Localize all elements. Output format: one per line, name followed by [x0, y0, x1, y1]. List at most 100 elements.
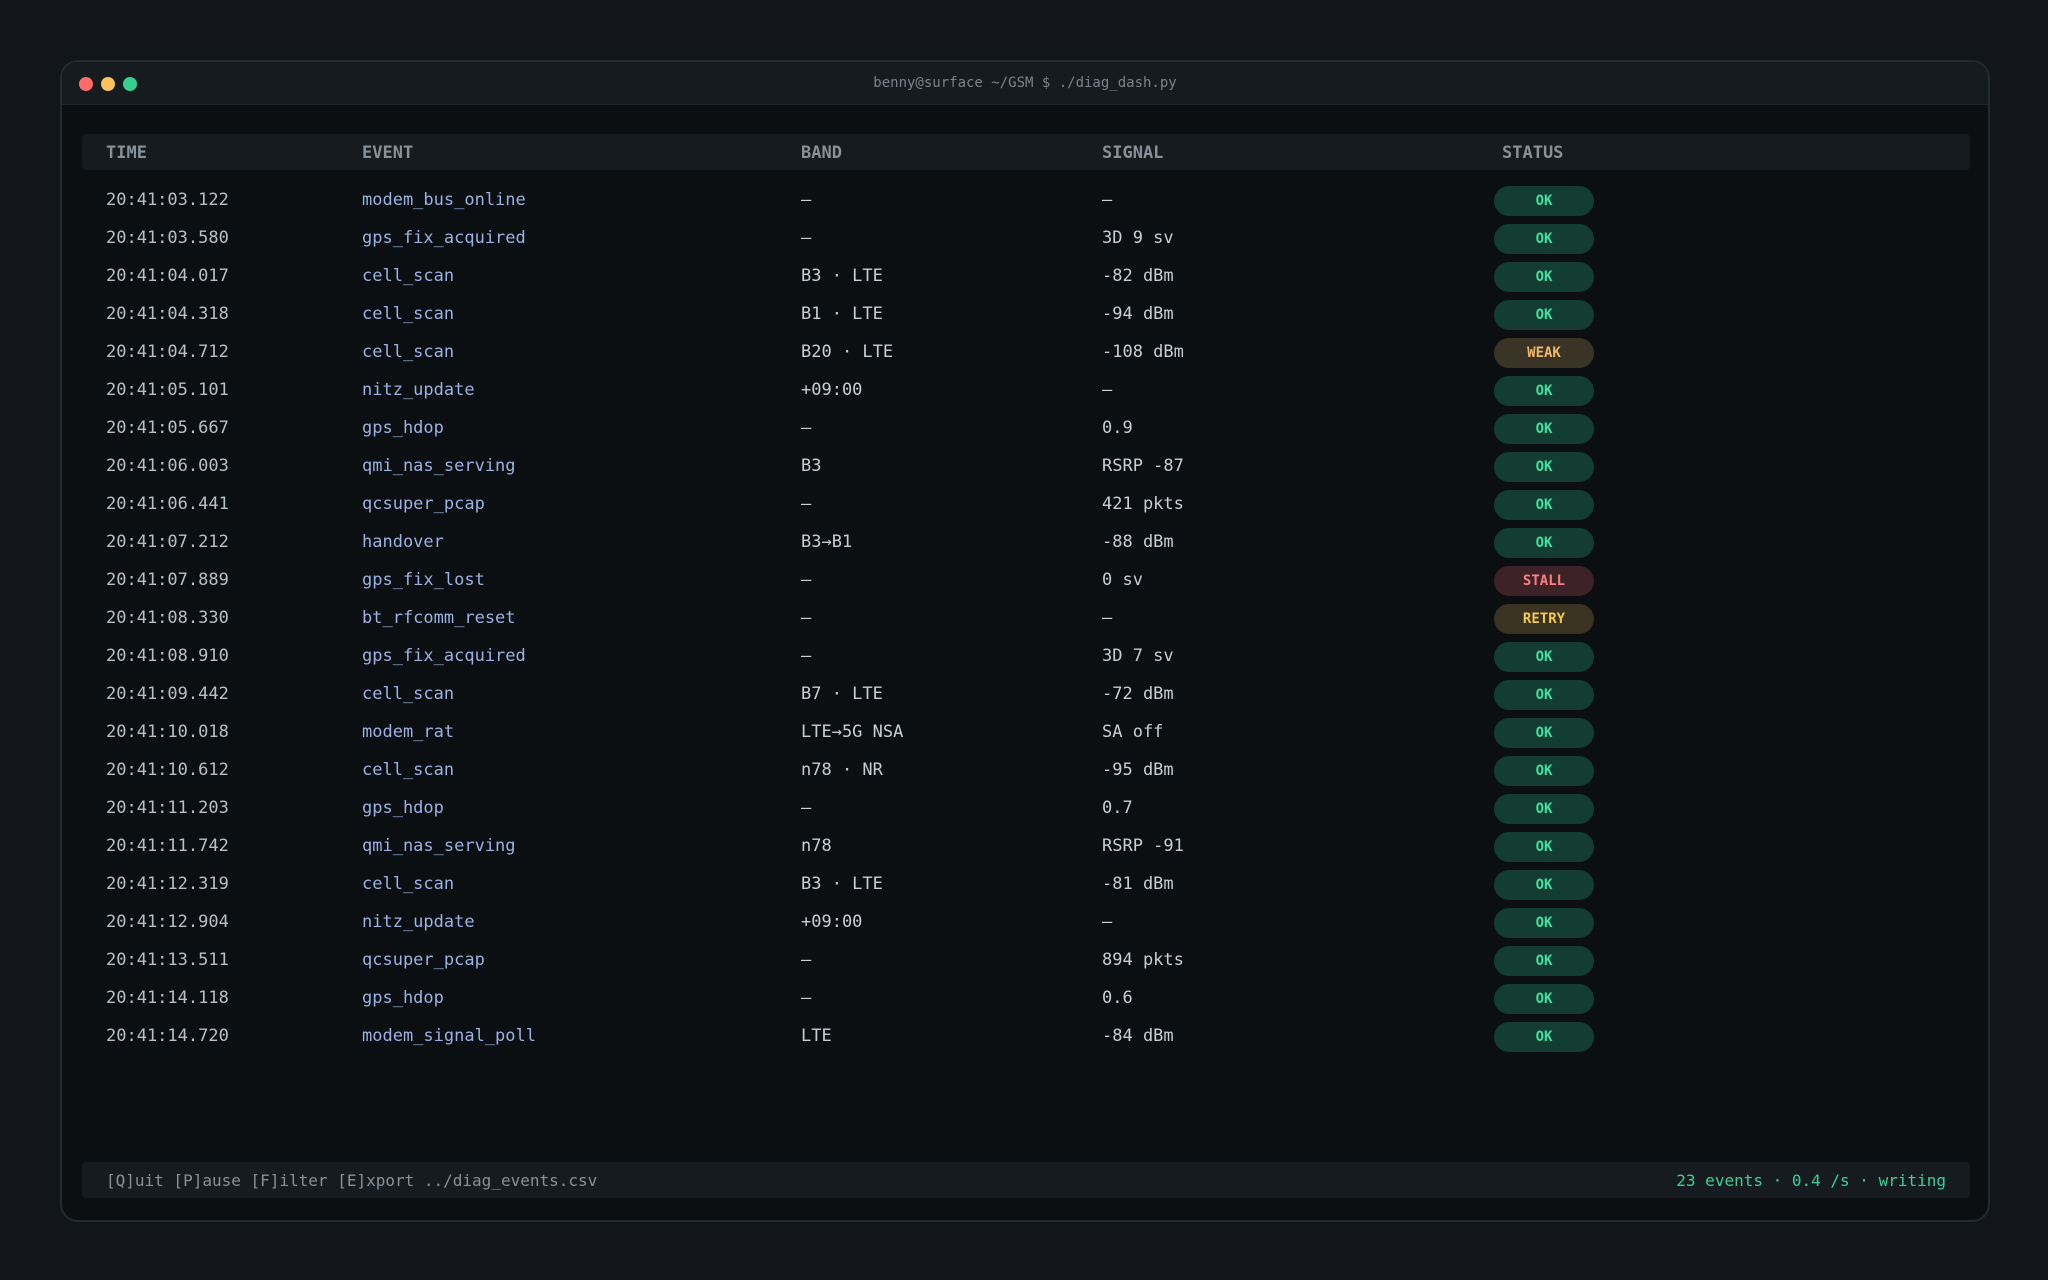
table-row: 20:41:08.910 gps_fix_acquired — 3D 7 sv OK [62, 638, 1988, 676]
cell-event: gps_hdop [362, 988, 444, 1008]
table-row: 20:41:11.203 gps_hdop — 0.7 OK [62, 790, 1988, 828]
cell-event: cell_scan [362, 266, 455, 286]
table-row: 20:41:03.580 gps_fix_acquired — 3D 9 sv OK [62, 220, 1988, 258]
cell-time: 20:41:12.904 [106, 912, 229, 932]
window-title: benny@surface ~/GSM $ ./diag_dash.py [873, 75, 1177, 91]
status-badge: OK [1494, 794, 1594, 824]
cell-time: 20:41:12.319 [106, 874, 229, 894]
table-row: 20:41:12.319 cell_scan B3 · LTE -81 dBm OK [62, 866, 1988, 904]
cell-signal: -81 dBm [1102, 874, 1174, 894]
cell-signal: 0 sv [1102, 570, 1143, 590]
cell-event: nitz_update [362, 380, 475, 400]
status-badge: OK [1494, 946, 1594, 976]
cell-event: modem_rat [362, 722, 455, 742]
cell-signal: -108 dBm [1102, 342, 1184, 362]
status-badge: OK [1494, 414, 1594, 444]
cell-signal: — [1102, 380, 1113, 400]
cell-time: 20:41:04.318 [106, 304, 229, 324]
table-row: 20:41:10.018 modem_rat LTE→5G NSA SA off OK [62, 714, 1988, 752]
cell-event: qcsuper_pcap [362, 494, 485, 514]
cell-band: B3 · LTE [801, 266, 883, 286]
column-header-signal: SIGNAL [1102, 143, 1164, 163]
cell-band: LTE [801, 1026, 832, 1046]
cell-band: — [801, 570, 812, 590]
cell-signal: -95 dBm [1102, 760, 1174, 780]
cell-event: qmi_nas_serving [362, 836, 516, 856]
cell-band: +09:00 [801, 380, 863, 400]
close-window-button[interactable] [79, 77, 93, 91]
table-row: 20:41:05.101 nitz_update +09:00 — OK [62, 372, 1988, 410]
title-bar: benny@surface ~/GSM $ ./diag_dash.py [62, 62, 1988, 105]
cell-band: — [801, 798, 812, 818]
cell-event: handover [362, 532, 444, 552]
column-header-event: EVENT [362, 143, 414, 163]
cell-signal: -72 dBm [1102, 684, 1174, 704]
cell-event: cell_scan [362, 342, 455, 362]
cell-event: cell_scan [362, 760, 455, 780]
cell-band: — [801, 646, 812, 666]
cell-time: 20:41:08.910 [106, 646, 229, 666]
column-header-status: STATUS [1502, 143, 1564, 163]
status-badge: RETRY [1494, 604, 1594, 634]
table-row: 20:41:10.612 cell_scan n78 · NR -95 dBm OK [62, 752, 1988, 790]
table-row: 20:41:09.442 cell_scan B7 · LTE -72 dBm OK [62, 676, 1988, 714]
terminal-window: benny@surface ~/GSM $ ./diag_dash.py TIM… [60, 60, 1990, 1222]
cell-signal: — [1102, 912, 1113, 932]
cell-event: gps_fix_lost [362, 570, 485, 590]
cell-signal: — [1102, 190, 1113, 210]
cell-signal: -88 dBm [1102, 532, 1174, 552]
status-badge: OK [1494, 870, 1594, 900]
cell-signal: RSRP -87 [1102, 456, 1184, 476]
status-badge: OK [1494, 186, 1594, 216]
status-badge: OK [1494, 642, 1594, 672]
cell-event: bt_rfcomm_reset [362, 608, 516, 628]
cell-band: B3 [801, 456, 822, 476]
cell-signal: 421 pkts [1102, 494, 1184, 514]
cell-time: 20:41:06.003 [106, 456, 229, 476]
cell-band: — [801, 494, 812, 514]
cell-time: 20:41:11.742 [106, 836, 229, 856]
cell-band: — [801, 988, 812, 1008]
cell-time: 20:41:11.203 [106, 798, 229, 818]
table-row: 20:41:04.712 cell_scan B20 · LTE -108 dBm WE… [62, 334, 1988, 372]
cell-band: n78 [801, 836, 832, 856]
cell-time: 20:41:03.580 [106, 228, 229, 248]
status-badge: OK [1494, 262, 1594, 292]
table-header: TIME EVENT BAND SIGNAL STATUS [82, 134, 1970, 170]
cell-event: cell_scan [362, 874, 455, 894]
cell-band: B3 · LTE [801, 874, 883, 894]
cell-event: cell_scan [362, 684, 455, 704]
cell-signal: -84 dBm [1102, 1026, 1174, 1046]
cell-event: gps_fix_acquired [362, 646, 526, 666]
cell-time: 20:41:10.018 [106, 722, 229, 742]
status-badge: OK [1494, 984, 1594, 1014]
status-badge: OK [1494, 680, 1594, 710]
cell-event: qcsuper_pcap [362, 950, 485, 970]
cell-event: gps_hdop [362, 418, 444, 438]
table-row: 20:41:06.003 qmi_nas_serving B3 RSRP -87 OK [62, 448, 1988, 486]
cell-band: — [801, 228, 812, 248]
cell-signal: 0.7 [1102, 798, 1133, 818]
cell-event: cell_scan [362, 304, 455, 324]
cell-time: 20:41:10.612 [106, 760, 229, 780]
cell-time: 20:41:13.511 [106, 950, 229, 970]
cell-time: 20:41:03.122 [106, 190, 229, 210]
maximize-window-button[interactable] [123, 77, 137, 91]
minimize-window-button[interactable] [101, 77, 115, 91]
table-row: 20:41:14.720 modem_signal_poll LTE -84 dBm O… [62, 1018, 1988, 1056]
cell-signal: -82 dBm [1102, 266, 1174, 286]
column-header-time: TIME [106, 143, 147, 163]
table-row: 20:41:07.212 handover B3→B1 -88 dBm OK [62, 524, 1988, 562]
cell-time: 20:41:04.712 [106, 342, 229, 362]
status-badge: OK [1494, 224, 1594, 254]
cell-signal: 894 pkts [1102, 950, 1184, 970]
cell-time: 20:41:05.101 [106, 380, 229, 400]
cell-time: 20:41:05.667 [106, 418, 229, 438]
event-stats: 23 events · 0.4 /s · writing [1676, 1171, 1946, 1190]
cell-event: gps_fix_acquired [362, 228, 526, 248]
cell-time: 20:41:07.889 [106, 570, 229, 590]
table-row: 20:41:12.904 nitz_update +09:00 — OK [62, 904, 1988, 942]
cell-event: qmi_nas_serving [362, 456, 516, 476]
cell-band: B20 · LTE [801, 342, 894, 362]
cell-signal: RSRP -91 [1102, 836, 1184, 856]
